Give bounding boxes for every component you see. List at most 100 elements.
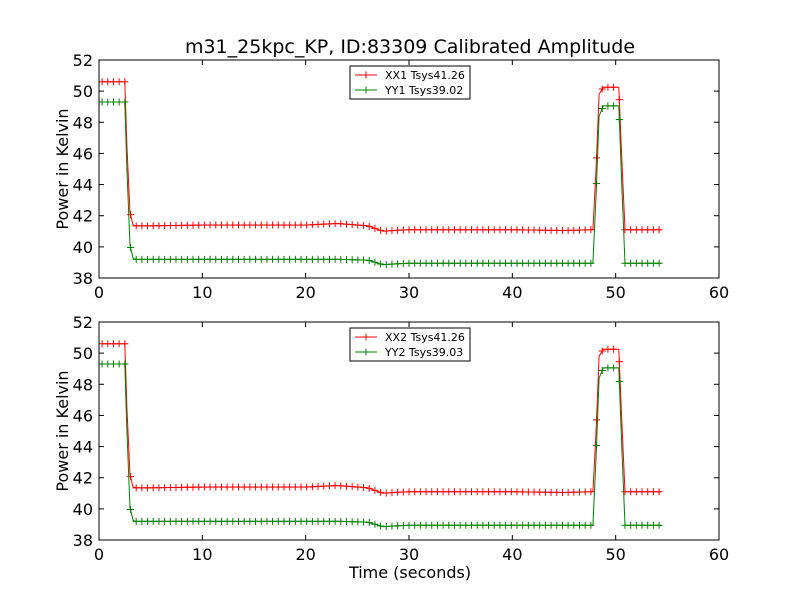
marker: [655, 259, 663, 267]
marker: [593, 416, 601, 424]
marker: [655, 521, 663, 529]
marker: [371, 520, 379, 528]
marker: [127, 244, 135, 252]
x-tick-label: 40: [502, 283, 522, 302]
x-tick-label: 10: [192, 283, 212, 302]
marker: [593, 442, 601, 450]
marker: [360, 518, 368, 526]
marker: [593, 180, 601, 188]
marker: [615, 378, 623, 386]
marker: [610, 364, 618, 372]
marker: [127, 211, 135, 219]
marker: [121, 78, 129, 86]
marker: [365, 222, 373, 230]
marker: [371, 486, 379, 494]
marker: [360, 256, 368, 264]
x-tick-label: 60: [709, 283, 729, 302]
x-tick-label: 40: [502, 545, 522, 564]
x-tick-label: 20: [295, 545, 315, 564]
x-tick-label: 30: [399, 283, 419, 302]
marker: [121, 340, 129, 348]
bottom-panel: 0 10 20 30 40 50 60 38 40 42 44 46 48 50 52 Power in Ke…: [53, 313, 729, 564]
y-axis-label: Power in Kelvin: [53, 108, 72, 229]
marker: [365, 519, 373, 527]
marker: [610, 345, 618, 353]
legend-marker: [362, 348, 370, 356]
marker: [610, 102, 618, 110]
marker: [365, 484, 373, 492]
marker: [593, 154, 601, 162]
chart-title: m31_25kpc_KP, ID:83309 Calibrated Amplit…: [185, 36, 635, 58]
marker: [598, 347, 606, 355]
legend-box: [349, 327, 471, 362]
legend-box: [349, 65, 471, 100]
legend-marker: [362, 86, 370, 94]
x-axis-label: Time (seconds): [348, 563, 471, 582]
y-tick-label: 46: [73, 144, 93, 163]
marker: [377, 226, 385, 234]
marker: [587, 521, 595, 529]
marker: [615, 116, 623, 124]
marker: [121, 360, 129, 368]
y-tick-label: 42: [73, 469, 93, 488]
y-tick-label: 48: [73, 375, 93, 394]
series-markers-2: [98, 360, 663, 531]
y-tick-label: 44: [73, 438, 93, 457]
top-panel: 0 10 20 30 40 50 60 38 40 42 44 46 48 50 52 Power in Ke…: [53, 51, 729, 302]
marker: [587, 226, 595, 234]
x-tick-label: 50: [605, 545, 625, 564]
legend-marker: [362, 333, 370, 341]
y-tick-label: 46: [73, 406, 93, 425]
marker: [360, 222, 368, 230]
y-tick-label: 52: [73, 51, 93, 70]
marker: [655, 488, 663, 496]
marker: [587, 259, 595, 267]
marker: [377, 522, 385, 530]
marker: [610, 83, 618, 91]
marker: [127, 473, 135, 481]
marker: [121, 98, 129, 106]
marker: [377, 260, 385, 268]
x-tick-label: 0: [94, 283, 104, 302]
marker: [360, 484, 368, 492]
y-tick-label: 44: [73, 176, 93, 195]
marker: [598, 366, 606, 374]
legend-marker: [362, 71, 370, 79]
y-tick-label: 50: [73, 82, 93, 101]
y-tick-label: 52: [73, 313, 93, 332]
x-tick-label: 30: [399, 545, 419, 564]
y-tick-label: 38: [73, 531, 93, 550]
series-markers-2: [98, 98, 663, 269]
x-tick-label: 50: [605, 283, 625, 302]
marker: [371, 258, 379, 266]
y-axis-label: Power in Kelvin: [53, 370, 72, 491]
y-tick-label: 48: [73, 113, 93, 132]
marker: [127, 506, 135, 514]
y-tick-label: 38: [73, 269, 93, 288]
marker: [365, 257, 373, 265]
y-tick-label: 40: [73, 500, 93, 519]
legend-entry: YY2 Tsys39.03: [384, 346, 463, 359]
legend-entry: YY1 Tsys39.02: [384, 84, 463, 97]
marker: [371, 224, 379, 232]
marker: [377, 488, 385, 496]
marker: [615, 358, 623, 366]
marker: [615, 96, 623, 104]
y-tick-label: 40: [73, 238, 93, 257]
x-tick-label: 10: [192, 545, 212, 564]
x-tick-label: 20: [295, 283, 315, 302]
y-tick-label: 42: [73, 207, 93, 226]
marker: [598, 85, 606, 93]
marker: [655, 226, 663, 234]
series-markers-1: [98, 340, 663, 497]
y-tick-label: 50: [73, 344, 93, 363]
legend-entry: XX1 Tsys41.26: [385, 69, 465, 82]
marker: [587, 488, 595, 496]
legend-entry: XX2 Tsys41.26: [385, 331, 465, 344]
series-markers-1: [98, 78, 663, 235]
x-tick-label: 60: [709, 545, 729, 564]
marker: [598, 104, 606, 112]
x-tick-label: 0: [94, 545, 104, 564]
